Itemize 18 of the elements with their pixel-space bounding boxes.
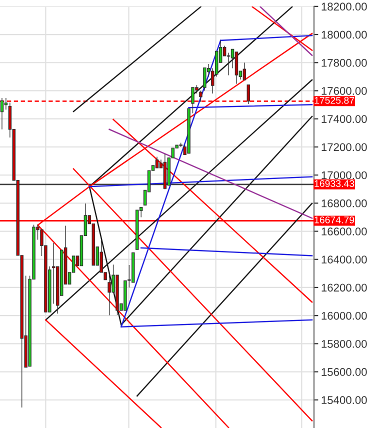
y-tick-label: 15400.00 — [322, 396, 367, 404]
y-tick-label: 16600.00 — [322, 228, 367, 236]
ref-line-label: 17525.87 — [314, 96, 354, 104]
y-tick-label: 16800.00 — [322, 199, 367, 208]
y-tick-label: 17600.00 — [322, 87, 367, 95]
ref-line-label: 16674.79 — [314, 216, 354, 224]
y-tick-label: 18000.00 — [322, 30, 367, 39]
y-tick-label: 17000.00 — [322, 171, 367, 180]
ref-line-label: 16933.43 — [314, 180, 354, 188]
y-tick-label: 18200.00 — [322, 2, 367, 11]
y-tick-label: 17200.00 — [322, 143, 367, 152]
y-tick-label: 16400.00 — [322, 256, 367, 264]
y-tick-label: 15800.00 — [322, 340, 367, 348]
y-tick-label: 17800.00 — [322, 58, 367, 67]
y-tick-label: 16000.00 — [322, 312, 367, 320]
y-tick-label: 17400.00 — [322, 115, 367, 123]
y-tick-label: 15600.00 — [322, 368, 367, 376]
y-tick-label: 16200.00 — [322, 284, 367, 292]
